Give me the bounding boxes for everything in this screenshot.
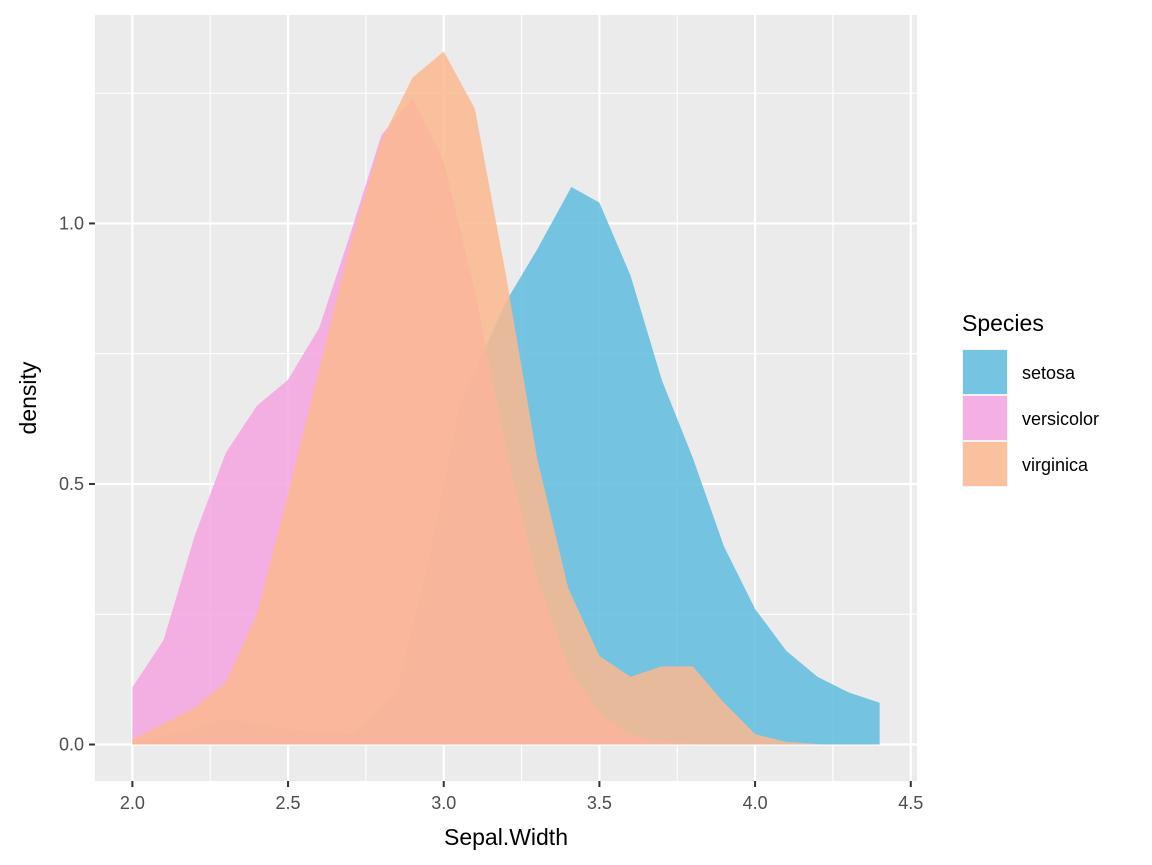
density-area-virginica: [132, 51, 818, 745]
legend-swatch-versicolor: [963, 396, 1007, 440]
x-tick-label: 3.0: [431, 793, 456, 813]
x-axis-title: Sepal.Width: [444, 824, 568, 850]
legend-label-setosa: setosa: [1022, 363, 1076, 383]
y-tick-label: 0.0: [59, 735, 84, 755]
y-axis-title: density: [15, 361, 41, 434]
legend-title: Species: [962, 310, 1044, 336]
x-tick-label: 2.5: [276, 793, 301, 813]
x-tick-label: 4.5: [898, 793, 923, 813]
x-tick-label: 4.0: [743, 793, 768, 813]
x-tick-label: 2.0: [120, 793, 145, 813]
y-axis: 0.0 0.5 1.0: [59, 213, 95, 755]
legend-label-virginica: virginica: [1022, 455, 1089, 475]
density-areas: [132, 51, 880, 745]
legend-label-versicolor: versicolor: [1022, 409, 1099, 429]
y-tick-label: 0.5: [59, 474, 84, 494]
x-tick-label: 3.5: [587, 793, 612, 813]
legend: Species setosa versicolor virginica: [962, 310, 1099, 487]
legend-swatch-virginica: [963, 442, 1007, 486]
y-tick-label: 1.0: [59, 213, 84, 233]
x-axis: 2.0 2.5 3.0 3.5 4.0 4.5: [120, 781, 923, 813]
legend-swatch-setosa: [963, 350, 1007, 394]
